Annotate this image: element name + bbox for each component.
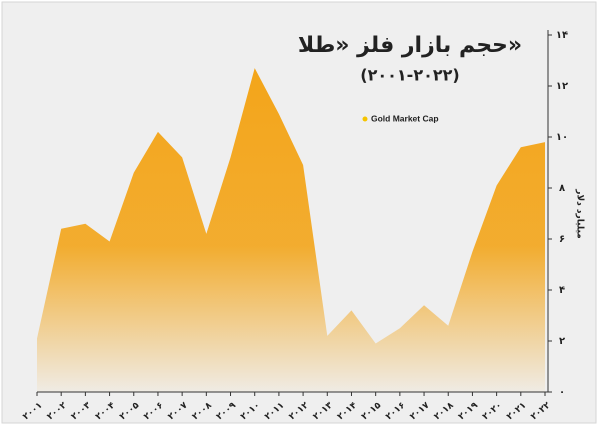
y-tick-label: ۲ xyxy=(559,336,565,347)
y-tick-label: ۱۴ xyxy=(556,30,568,41)
y-tick-label: ۴ xyxy=(559,285,565,296)
legend-label: Gold Market Cap xyxy=(371,113,439,123)
chart-title: حجم بازار فلز «طلا» xyxy=(298,33,522,58)
y-tick-label: ۱۲ xyxy=(556,81,568,92)
chart-subtitle: (۲۰۰۱-۲۰۲۲) xyxy=(360,66,459,85)
y-tick-label: ۱۰ xyxy=(556,132,568,143)
area xyxy=(37,68,545,393)
plot xyxy=(37,68,545,393)
legend-marker xyxy=(362,116,368,122)
y-tick-label: ۸ xyxy=(559,183,565,194)
y-tick-label: ۰ xyxy=(559,387,565,398)
y-axis-label: میلیارد دلار xyxy=(575,188,585,238)
y-tick-label: ۶ xyxy=(559,234,565,245)
